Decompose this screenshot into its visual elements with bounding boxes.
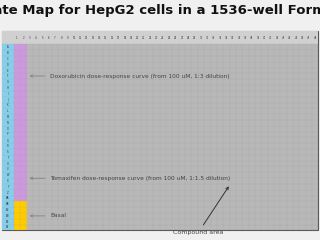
Text: 10: 10 xyxy=(73,36,76,40)
Text: 46: 46 xyxy=(301,36,304,40)
Text: 25: 25 xyxy=(168,36,171,40)
Text: 27: 27 xyxy=(180,36,184,40)
Text: A: A xyxy=(7,45,9,49)
Text: 42: 42 xyxy=(276,36,279,40)
Text: J: J xyxy=(7,98,8,102)
Text: N: N xyxy=(7,121,9,125)
Text: AB: AB xyxy=(6,202,9,206)
Bar xyxy=(2,31,14,44)
Text: 9: 9 xyxy=(67,36,68,40)
Text: 16: 16 xyxy=(111,36,114,40)
Text: AF: AF xyxy=(6,226,9,229)
Text: AA: AA xyxy=(6,196,9,200)
Bar xyxy=(2,31,318,230)
Text: Compound area: Compound area xyxy=(173,187,228,235)
Text: 5: 5 xyxy=(42,36,43,40)
Text: 7: 7 xyxy=(54,36,56,40)
Text: 19: 19 xyxy=(130,36,133,40)
Text: O: O xyxy=(7,127,9,131)
Text: W: W xyxy=(6,173,9,177)
Text: 35: 35 xyxy=(231,36,234,40)
Text: 8: 8 xyxy=(60,36,62,40)
Text: AD: AD xyxy=(6,214,10,218)
Bar xyxy=(14,201,27,230)
Text: 23: 23 xyxy=(155,36,158,40)
Text: X: X xyxy=(7,179,9,183)
Text: 1: 1 xyxy=(16,36,18,40)
Text: Doxorubicin dose-response curve (from 100 uM, 1:3 dilution): Doxorubicin dose-response curve (from 10… xyxy=(30,73,230,78)
Text: 43: 43 xyxy=(282,36,285,40)
Text: L: L xyxy=(7,109,8,113)
Bar xyxy=(14,161,27,201)
Text: B: B xyxy=(7,51,9,55)
Text: R: R xyxy=(7,144,9,148)
Text: 32: 32 xyxy=(212,36,215,40)
Text: Y: Y xyxy=(7,185,8,189)
Text: F: F xyxy=(7,74,8,78)
Text: 28: 28 xyxy=(187,36,190,40)
Text: K: K xyxy=(7,103,9,108)
Text: 31: 31 xyxy=(206,36,209,40)
Text: 24: 24 xyxy=(161,36,164,40)
Text: 38: 38 xyxy=(250,36,253,40)
Text: I: I xyxy=(7,92,8,96)
Text: T: T xyxy=(7,156,8,160)
Text: 4: 4 xyxy=(35,36,37,40)
Text: M: M xyxy=(7,115,9,119)
Text: AE: AE xyxy=(6,220,9,224)
Text: Plate Map for HepG2 cells in a 1536-well Format: Plate Map for HepG2 cells in a 1536-well… xyxy=(0,4,320,17)
Text: 48: 48 xyxy=(314,36,317,40)
Text: Q: Q xyxy=(7,138,9,142)
Text: 47: 47 xyxy=(307,36,310,40)
Bar xyxy=(14,31,318,44)
Text: Z: Z xyxy=(7,191,9,195)
Text: 22: 22 xyxy=(148,36,152,40)
Text: V: V xyxy=(7,167,9,171)
Text: 40: 40 xyxy=(263,36,266,40)
Text: 26: 26 xyxy=(174,36,177,40)
Bar xyxy=(2,44,14,230)
Text: AC: AC xyxy=(6,208,9,212)
Text: D: D xyxy=(7,63,9,67)
Text: 37: 37 xyxy=(244,36,247,40)
Bar xyxy=(14,44,27,161)
Text: 45: 45 xyxy=(295,36,298,40)
Text: C: C xyxy=(7,57,9,61)
Text: 21: 21 xyxy=(142,36,146,40)
Text: G: G xyxy=(7,80,9,84)
Text: S: S xyxy=(7,150,9,154)
Text: P: P xyxy=(7,132,8,137)
Text: E: E xyxy=(7,69,9,72)
Text: 33: 33 xyxy=(219,36,222,40)
Text: 29: 29 xyxy=(193,36,196,40)
Text: 2: 2 xyxy=(22,36,24,40)
Text: U: U xyxy=(7,162,9,166)
Text: 17: 17 xyxy=(117,36,120,40)
Text: 44: 44 xyxy=(288,36,292,40)
Text: 14: 14 xyxy=(98,36,101,40)
Text: 15: 15 xyxy=(104,36,108,40)
Text: 12: 12 xyxy=(85,36,88,40)
Text: 6: 6 xyxy=(48,36,49,40)
Text: 20: 20 xyxy=(136,36,139,40)
Text: 34: 34 xyxy=(225,36,228,40)
Text: 41: 41 xyxy=(269,36,272,40)
Text: 18: 18 xyxy=(123,36,126,40)
Text: 11: 11 xyxy=(79,36,82,40)
Text: 30: 30 xyxy=(199,36,203,40)
Text: 3: 3 xyxy=(29,36,30,40)
Text: Basal: Basal xyxy=(30,213,66,218)
Text: H: H xyxy=(7,86,9,90)
Text: 13: 13 xyxy=(92,36,95,40)
Text: 39: 39 xyxy=(257,36,260,40)
Text: 36: 36 xyxy=(237,36,241,40)
Text: Tomaxifen dose-response curve (from 100 uM, 1:1.5 dilution): Tomaxifen dose-response curve (from 100 … xyxy=(30,176,231,181)
